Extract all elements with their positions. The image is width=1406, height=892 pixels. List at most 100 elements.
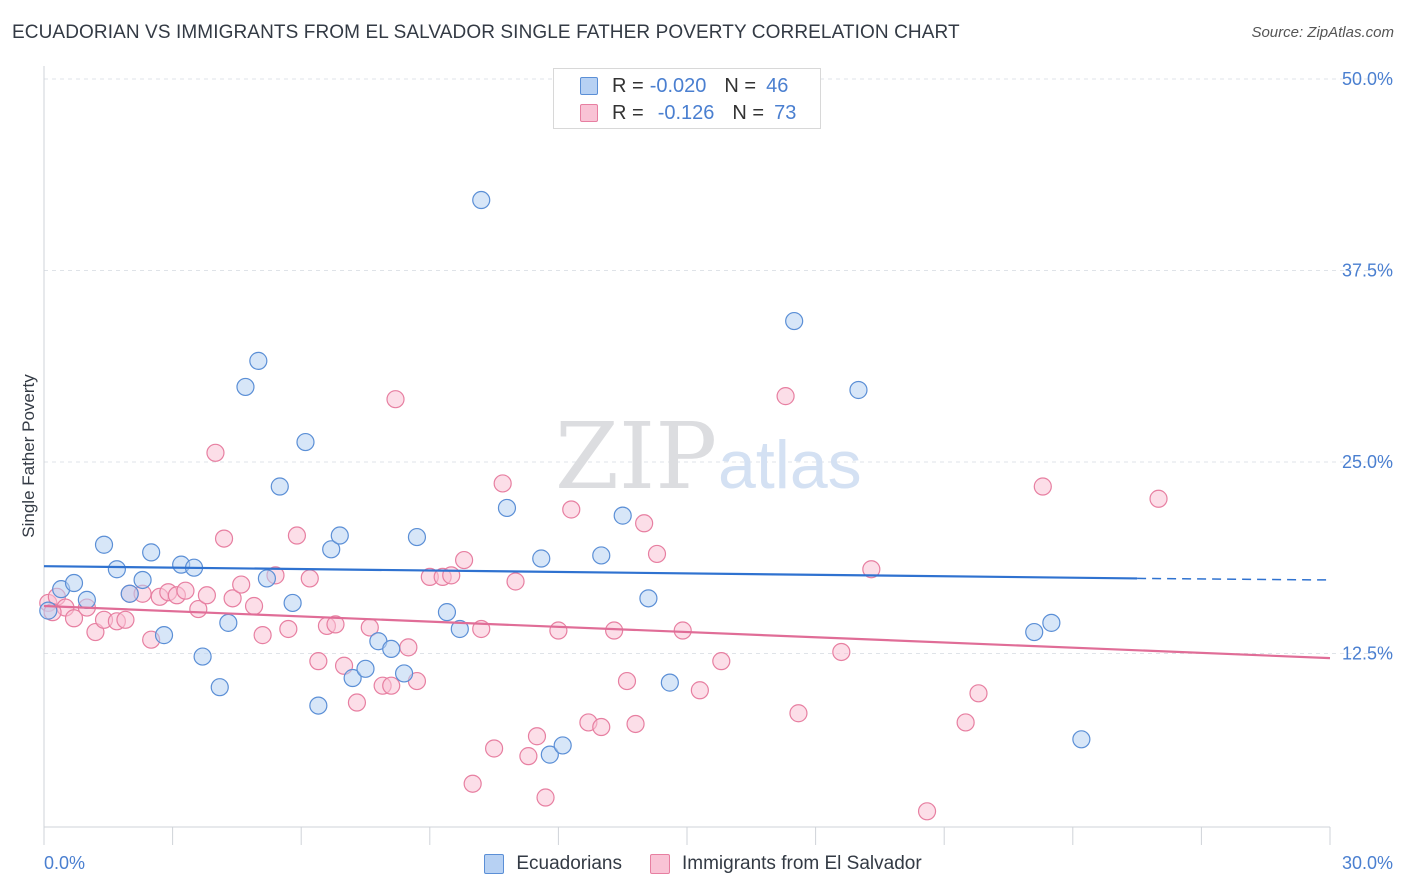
data-point-el-salvador bbox=[442, 566, 461, 585]
data-point-el-salvador bbox=[232, 575, 251, 594]
data-point-el-salvador bbox=[917, 802, 937, 821]
x-tick-label-min: 0.0% bbox=[44, 853, 85, 873]
data-point-el-salvador bbox=[549, 621, 568, 640]
legend-swatch-pink bbox=[580, 104, 598, 122]
legend-n-value: 73 bbox=[774, 101, 797, 124]
legend-row-ecuadorians: R = -0.020 N = 46 bbox=[580, 73, 788, 99]
trend-line-el-salvador bbox=[43, 604, 1331, 660]
data-point-ecuadorian bbox=[270, 477, 289, 496]
data-point-el-salvador bbox=[197, 586, 216, 605]
data-point-ecuadorian bbox=[1042, 613, 1061, 632]
trend-line-ecuadorians bbox=[43, 565, 1138, 580]
y-tick-label: 25.0% bbox=[1342, 452, 1393, 472]
legend-row-el-salvador: R = -0.126 N = 73 bbox=[580, 100, 796, 126]
data-point-el-salvador bbox=[300, 569, 319, 588]
y-tick-label: 12.5% bbox=[1342, 644, 1393, 664]
data-point-el-salvador bbox=[562, 500, 581, 519]
data-point-ecuadorian bbox=[249, 351, 268, 370]
data-point-el-salvador bbox=[527, 727, 547, 746]
data-point-ecuadorian bbox=[283, 593, 302, 613]
data-point-ecuadorian bbox=[309, 696, 328, 715]
data-point-el-salvador bbox=[776, 387, 795, 406]
data-point-ecuadorian bbox=[77, 590, 96, 609]
data-point-el-salvador bbox=[253, 626, 272, 645]
trend-lines bbox=[43, 565, 1331, 660]
data-point-el-salvador bbox=[326, 615, 345, 634]
data-point-ecuadorian bbox=[107, 560, 126, 579]
data-point-ecuadorian bbox=[639, 589, 658, 608]
data-point-el-salvador bbox=[1033, 477, 1052, 496]
data-point-el-salvador bbox=[862, 560, 881, 579]
data-point-ecuadorian bbox=[553, 736, 572, 755]
watermark-atlas: atlas bbox=[718, 427, 862, 503]
gridlines bbox=[44, 78, 1393, 654]
data-point-el-salvador bbox=[244, 596, 264, 616]
data-point-el-salvador bbox=[309, 652, 328, 671]
chart-source: Source: ZipAtlas.com bbox=[1251, 24, 1394, 41]
data-point-ecuadorian bbox=[64, 573, 84, 593]
data-point-el-salvador bbox=[223, 589, 242, 608]
data-point-ecuadorian bbox=[532, 549, 551, 568]
data-point-el-salvador bbox=[789, 704, 808, 723]
data-point-el-salvador bbox=[617, 671, 637, 691]
y-tick-label: 50.0% bbox=[1342, 69, 1393, 89]
data-point-el-salvador bbox=[116, 610, 135, 629]
trend-line-ecuadorians-extension bbox=[1137, 577, 1331, 581]
data-point-ecuadorian bbox=[613, 506, 632, 525]
data-point-ecuadorian bbox=[497, 498, 517, 518]
data-point-el-salvador bbox=[635, 514, 654, 533]
data-point-ecuadorian bbox=[39, 601, 58, 620]
data-point-ecuadorian bbox=[133, 570, 152, 590]
data-point-ecuadorian bbox=[94, 535, 114, 554]
legend-label-el-salvador: Immigrants from El Salvador bbox=[681, 853, 922, 874]
watermark: ZIP atlas bbox=[555, 403, 862, 510]
y-tick-labels: 12.5% 25.0% 37.5% 50.0% bbox=[1342, 69, 1393, 664]
data-point-el-salvador bbox=[382, 676, 401, 695]
y-tick-label: 37.5% bbox=[1342, 261, 1393, 281]
data-point-ecuadorian bbox=[849, 380, 868, 400]
data-point-ecuadorian bbox=[322, 540, 341, 559]
data-point-ecuadorian bbox=[154, 626, 174, 645]
data-point-el-salvador bbox=[176, 581, 195, 600]
legend-swatch-el-salvador bbox=[649, 854, 670, 874]
legend-swatch-ecuadorians bbox=[484, 854, 505, 874]
data-point-ecuadorian bbox=[356, 659, 375, 678]
legend-r-value: -0.020 bbox=[649, 74, 707, 97]
data-point-el-salvador bbox=[673, 621, 692, 640]
data-point-el-salvador bbox=[647, 544, 667, 564]
data-point-ecuadorian bbox=[407, 527, 427, 547]
data-point-ecuadorian bbox=[330, 526, 349, 545]
data-point-el-salvador bbox=[399, 638, 418, 657]
data-point-el-salvador bbox=[493, 474, 512, 493]
series-ecuadorians-points bbox=[39, 190, 1091, 764]
data-point-el-salvador bbox=[485, 739, 504, 758]
legend-item-el-salvador[interactable]: Immigrants from El Salvador bbox=[649, 853, 922, 875]
data-point-ecuadorian bbox=[540, 745, 559, 764]
legend-item-ecuadorians[interactable]: Ecuadorians bbox=[484, 853, 622, 875]
data-point-el-salvador bbox=[605, 621, 624, 640]
data-point-ecuadorian bbox=[450, 619, 469, 639]
data-point-ecuadorian bbox=[343, 668, 362, 688]
data-point-el-salvador bbox=[206, 443, 225, 462]
data-point-el-salvador bbox=[347, 693, 367, 712]
data-point-el-salvador bbox=[64, 609, 84, 628]
data-point-el-salvador bbox=[386, 390, 405, 409]
data-point-el-salvador bbox=[279, 619, 298, 639]
series-legend: Ecuadorians Immigrants from El Salvador bbox=[0, 851, 1406, 877]
data-point-ecuadorian bbox=[193, 647, 212, 666]
legend-r-value: -0.126 bbox=[657, 101, 715, 124]
legend-label-ecuadorians: Ecuadorians bbox=[516, 853, 622, 874]
data-point-el-salvador bbox=[506, 572, 525, 591]
data-point-el-salvador bbox=[969, 684, 988, 703]
chart-title: ECUADORIAN VS IMMIGRANTS FROM EL SALVADO… bbox=[12, 22, 960, 43]
data-point-ecuadorian bbox=[210, 678, 229, 697]
data-point-ecuadorian bbox=[236, 377, 255, 397]
data-point-el-salvador bbox=[712, 652, 731, 671]
data-point-ecuadorian bbox=[257, 569, 277, 588]
data-point-ecuadorian bbox=[660, 673, 679, 692]
y-axis-label: Single Father Poverty bbox=[19, 374, 38, 538]
data-point-el-salvador bbox=[1149, 489, 1168, 508]
data-point-el-salvador bbox=[287, 526, 307, 545]
data-point-el-salvador bbox=[626, 714, 645, 734]
